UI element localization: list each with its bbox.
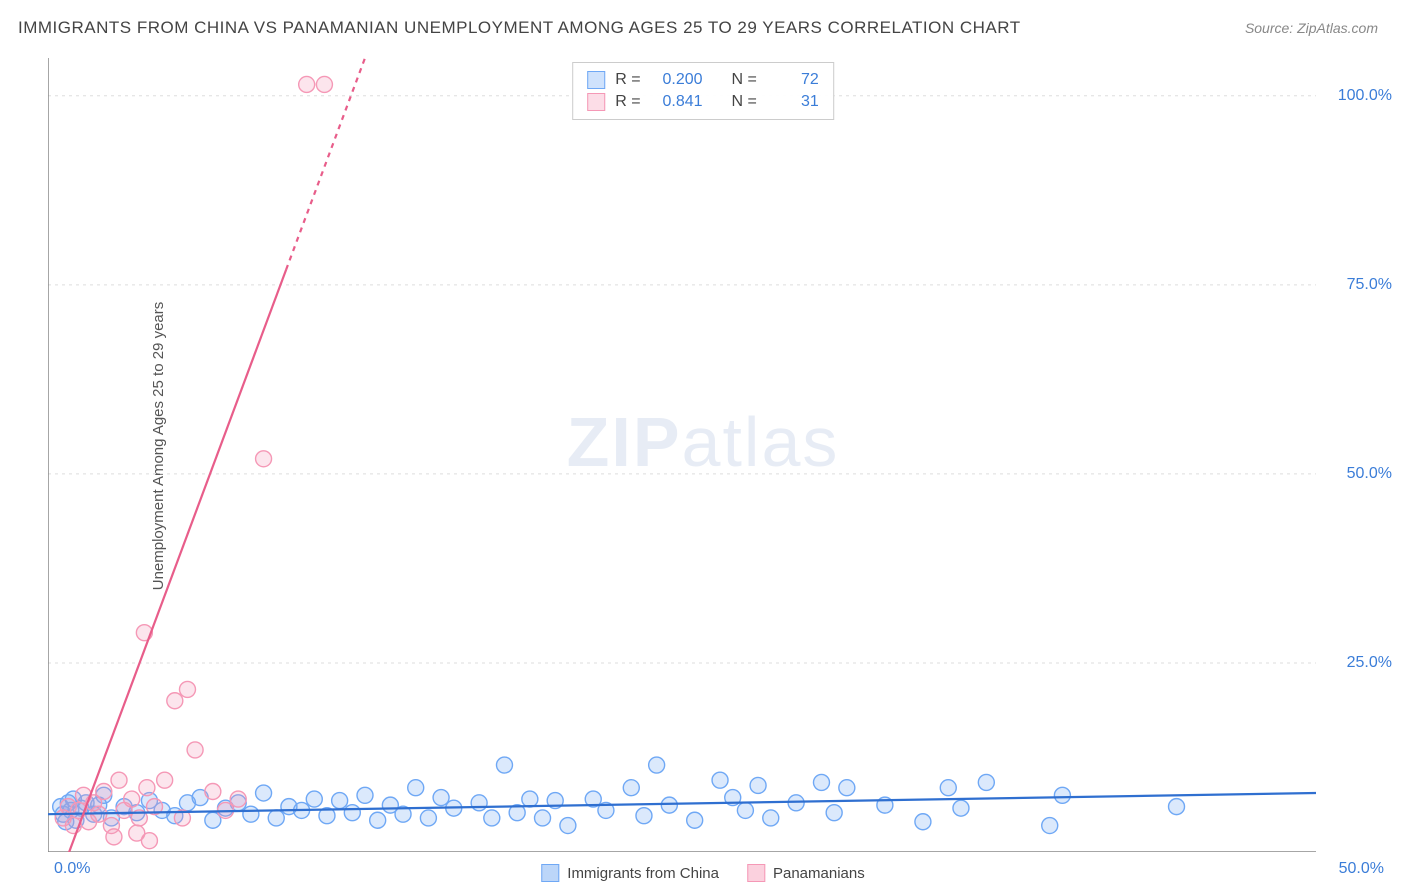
r-value: 0.841 <box>651 93 703 111</box>
chart-svg <box>48 58 1316 852</box>
swatch-icon <box>587 71 605 89</box>
swatch-icon <box>587 93 605 111</box>
r-label: R = <box>615 93 640 111</box>
swatch-icon <box>747 864 765 882</box>
n-value: 31 <box>767 93 819 111</box>
y-axis-tick: 50.0% <box>1347 465 1392 483</box>
chart-title: IMMIGRANTS FROM CHINA VS PANAMANIAN UNEM… <box>18 18 1021 38</box>
r-label: R = <box>615 71 640 89</box>
legend-label: Immigrants from China <box>567 865 719 882</box>
y-axis-tick: 25.0% <box>1347 654 1392 672</box>
x-axis-origin-tick: 0.0% <box>54 860 90 878</box>
legend-label: Panamanians <box>773 865 865 882</box>
correlation-stats-box: R = 0.200 N = 72 R = 0.841 N = 31 <box>572 62 834 120</box>
x-axis-max-tick: 50.0% <box>1339 860 1384 878</box>
y-axis-tick: 75.0% <box>1347 276 1392 294</box>
n-value: 72 <box>767 71 819 89</box>
swatch-icon <box>541 864 559 882</box>
legend-item: Panamanians <box>747 864 865 882</box>
y-axis-tick: 100.0% <box>1338 87 1392 105</box>
stats-row-series-1: R = 0.841 N = 31 <box>587 91 819 113</box>
legend-item: Immigrants from China <box>541 864 719 882</box>
n-label: N = <box>731 71 756 89</box>
source-attribution: Source: ZipAtlas.com <box>1245 20 1378 36</box>
bottom-legend: Immigrants from China Panamanians <box>541 864 864 882</box>
stats-row-series-0: R = 0.200 N = 72 <box>587 69 819 91</box>
r-value: 0.200 <box>651 71 703 89</box>
n-label: N = <box>731 93 756 111</box>
scatter-chart <box>48 58 1316 852</box>
